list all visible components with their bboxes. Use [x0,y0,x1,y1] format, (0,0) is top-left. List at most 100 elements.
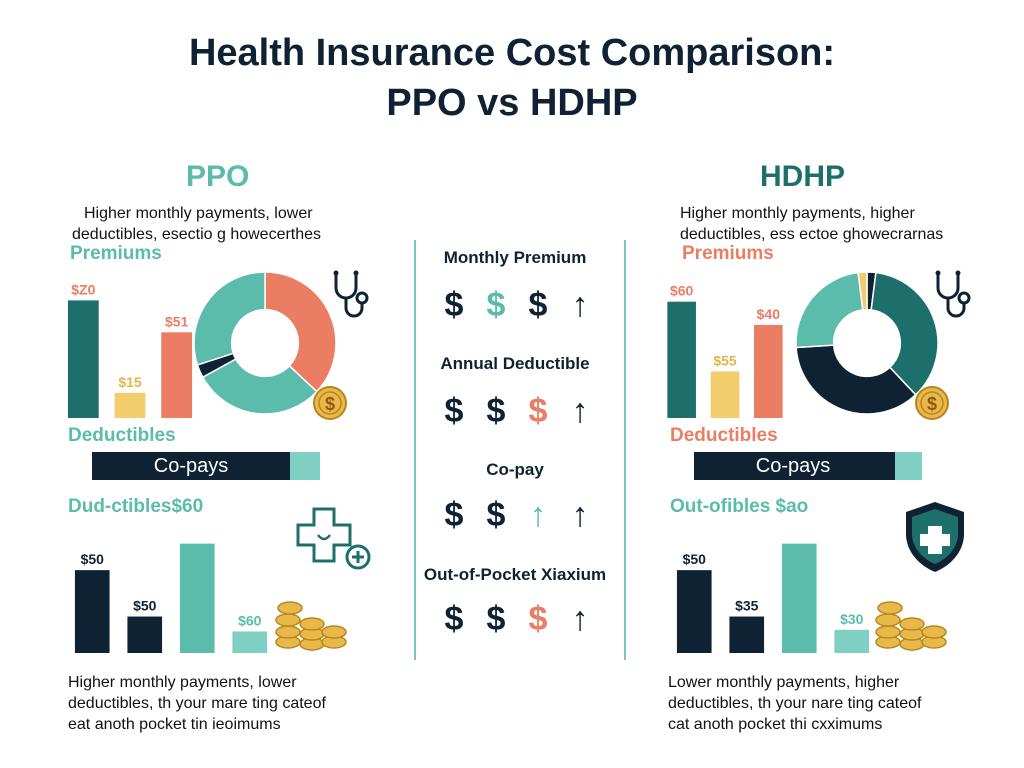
arrow-up-icon: ↑ [571,392,589,430]
hdhp-deductibles-label: Deductibles [670,425,778,446]
donut-slice [795,271,864,349]
hdhp-footer-line1: Lower monthly payments, higher [668,674,900,691]
copay-label: Co-pay [486,460,544,479]
out-of-pocket-symbols: $ $ $ ↑ [440,600,600,639]
arrow-up-icon: ↑ [529,496,547,534]
hdhp-copays-fill [894,452,922,480]
ppo-description-line2: deductibles, esectio g howecerthes [72,226,322,243]
shield-icon [906,502,964,572]
bar-value-label: $40 [757,306,781,322]
dollar-icon: $ [444,392,464,430]
bar [114,392,146,418]
bar [676,570,712,653]
hdhp-description-line1: Higher monthly payments, higher [680,205,915,222]
monthly-premium-label: Monthly Premium [443,248,587,267]
arrow-up-icon: ↑ [571,286,589,324]
dollar-icon: $ [528,392,548,430]
svg-text:$: $ [325,394,335,414]
arrow-up-icon: ↑ [571,496,589,534]
ppo-footer-line3: eat anoth pocket tin ieoimums [68,716,281,733]
bar-value-label: $15 [118,374,142,390]
bar-value-label: $60 [238,612,262,628]
ppo-premiums-label: Premiums [70,243,162,264]
ppo-description-line1: Higher monthly payments, lower [84,205,313,222]
bar [754,324,783,418]
bar [67,300,99,418]
svg-text:$: $ [927,394,937,414]
right-divider [624,240,626,660]
dollar-icon: $ [486,600,506,638]
bar-value-label: $35 [735,598,759,614]
ppo-footer-line2: deductibles, th your mare ting cateof [68,695,326,712]
dollar-icon: $ [486,286,506,324]
ppo-deductibles-label: Deductibles [68,425,176,446]
medical-cross-icon [296,507,371,570]
dollar-icon: $ [486,392,506,430]
stethoscope-icon [333,270,369,318]
ppo-heading: PPO [186,160,250,193]
bar [127,616,163,653]
hdhp-description-line2: deductibles, ess ectoe ghowecrarnas [680,226,944,243]
ppo-footer-line1: Higher monthly payments, lower [68,674,297,691]
donut-slice [870,271,939,396]
bar-value-label: $55 [713,352,737,368]
dollar-icon: $ [444,286,464,324]
out-of-pocket-label: Out-of-Pocket Xiaxium [423,565,607,584]
ppo-donut-chart [193,271,337,415]
bar [161,332,193,418]
monthly-premium-symbols: $ $ $ ↑ [440,286,600,325]
bar [729,616,765,653]
donut-slice [264,271,337,393]
donut-slice [795,344,917,415]
ppo-section3-label: Dud-ctibles$60 [68,496,204,517]
annual-deductible-symbols: $ $ $ ↑ [440,392,600,431]
dollar-icon: $ [444,496,464,534]
bar-value-label: $30 [840,611,864,627]
coin-stack-icon [275,601,347,651]
bar-value-label: $50 [81,551,105,567]
donut-slice [857,271,868,311]
hdhp-premiums-chart: $60 $55 $40 [667,283,783,418]
stethoscope-icon [935,270,971,318]
bar [232,631,268,653]
ppo-copays-label: Co-pays [153,455,229,477]
hdhp-footer-line2: deductibles, th your nare ting cateof [668,695,922,712]
hdhp-copays-bar: Co-pays [694,452,922,480]
page-subtitle: PPO vs HDHP [386,82,638,124]
hdhp-footer-line3: cat anoth pocket thi cxximums [668,716,883,733]
bar [781,543,817,653]
bar [710,371,740,418]
donut-slice [193,271,266,366]
ppo-copays-bar: Co-pays [92,452,320,480]
bar-value-label: $50 [133,598,157,614]
ppo-section3-chart: $50 $50 $60 [74,543,268,653]
hdhp-copays-label: Co-pays [755,455,831,477]
dollar-icon: $ [444,600,464,638]
bar [179,543,215,653]
hdhp-section3-label: Out-ofibles $ao [670,496,809,517]
bar-value-label: $50 [683,551,707,567]
coin-icon: $ [915,386,949,420]
left-divider [414,240,416,660]
dollar-icon: $ [486,496,506,534]
hdhp-heading: HDHP [760,160,846,193]
bar-value-label: $60 [670,283,694,299]
coin-stack-icon [875,601,947,651]
bar [667,301,696,418]
coin-icon: $ [313,386,347,420]
copay-symbols: $ $ ↑ ↑ [440,496,600,535]
bar [74,570,110,653]
hdhp-section3-chart: $50 $35 $30 [676,543,870,653]
hdhp-premiums-label: Premiums [682,243,774,264]
bar-value-label: $Z0 [71,281,95,297]
page-title: Health Insurance Cost Comparison: [188,32,836,74]
bar-value-label: $51 [165,313,189,329]
ppo-copays-fill [290,452,320,480]
arrow-up-icon: ↑ [571,600,589,638]
annual-deductible-label: Annual Deductible [440,354,590,373]
hdhp-donut-chart [795,271,939,415]
dollar-icon: $ [528,600,548,638]
dollar-icon: $ [528,286,548,324]
bar [834,629,870,653]
ppo-premiums-chart: $Z0 $15 $51 [67,281,193,418]
